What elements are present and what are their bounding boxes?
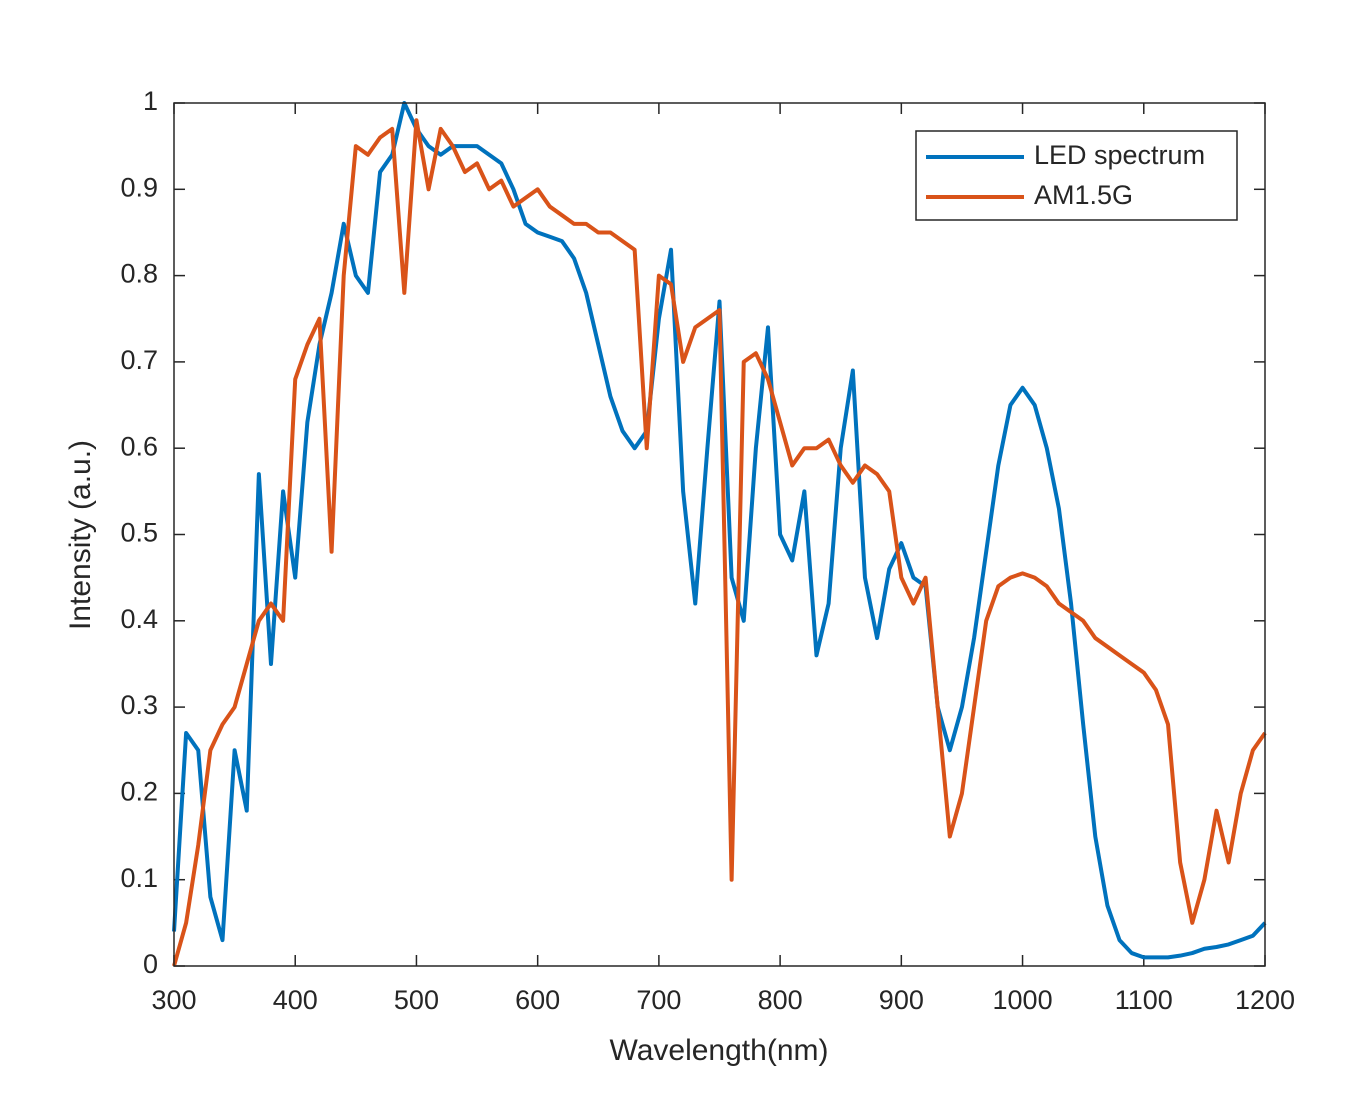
y-tick-label: 0.6 — [120, 431, 158, 461]
y-tick-label: 0.5 — [120, 518, 158, 548]
legend — [915, 130, 1238, 221]
y-tick-label: 1 — [143, 86, 158, 116]
x-tick-label: 1100 — [1115, 985, 1173, 1015]
x-tick-label: 900 — [879, 985, 924, 1015]
line — [172, 101, 1267, 960]
line — [172, 118, 1267, 967]
y-tick-label: 0.7 — [120, 345, 158, 375]
y-tick-label: 0.9 — [120, 172, 158, 202]
x-tick-label: 600 — [515, 985, 560, 1015]
legend-label: LED spectrum — [1034, 140, 1205, 170]
x-tick-label: 1200 — [1235, 985, 1295, 1015]
plot-area — [174, 103, 1265, 966]
y-tick-label: 0.3 — [120, 690, 158, 720]
x-tick-label: 700 — [636, 985, 681, 1015]
x-axis-label: Wavelength(nm) — [610, 1034, 829, 1067]
x-tick-label: 400 — [273, 985, 318, 1015]
y-tick-label: 0 — [143, 949, 158, 979]
x-tick-label: 300 — [151, 985, 196, 1015]
x-tick-label: 500 — [394, 985, 439, 1015]
legend-label: AM1.5G — [1034, 180, 1133, 210]
x-tick-label: 800 — [758, 985, 803, 1015]
y-tick-label: 0.4 — [120, 604, 158, 634]
x-tick-label: 1000 — [993, 985, 1053, 1015]
y-axis-label: Intensity (a.u.) — [64, 440, 97, 630]
plot-frame — [173, 102, 1266, 967]
y-tick-label: 0.1 — [120, 863, 158, 893]
y-tick-label: 0.8 — [120, 259, 158, 289]
y-tick-label: 0.2 — [120, 777, 158, 807]
